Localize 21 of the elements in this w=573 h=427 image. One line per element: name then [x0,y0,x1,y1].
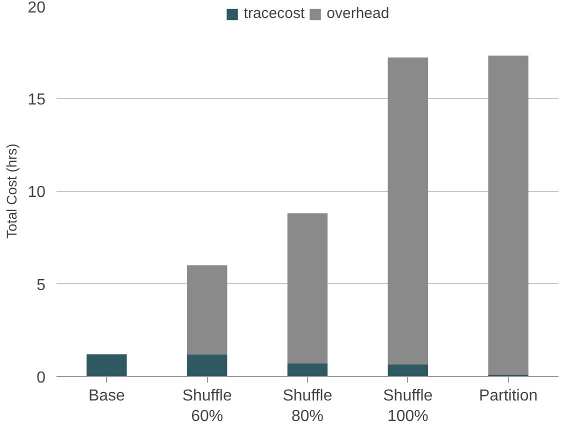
y-tick-label: 0 [36,370,46,386]
bar [287,213,328,364]
bar [388,57,428,364]
bar [388,364,428,376]
x-tick-label: Partition [478,388,538,404]
y-tick-label: 20 [28,0,46,16]
y-tick-label: 5 [36,276,46,294]
legend-label: overhead [326,5,390,22]
bar [86,354,127,376]
bar [488,56,528,375]
x-tick-label: Base [88,388,126,404]
x-tick-label: Shuffle 80% [282,388,332,425]
y-axis-title: Total Cost (hrs) [4,144,20,238]
legend-label: tracecost [244,5,305,22]
bar [187,265,228,354]
bar [187,354,228,376]
y-tick-label: 15 [28,91,46,108]
x-tick-label: Shuffle 60% [182,388,232,425]
x-tick-label: Shuffle 100% [383,388,433,425]
y-tick-label: 10 [28,184,46,201]
bar [287,364,328,376]
